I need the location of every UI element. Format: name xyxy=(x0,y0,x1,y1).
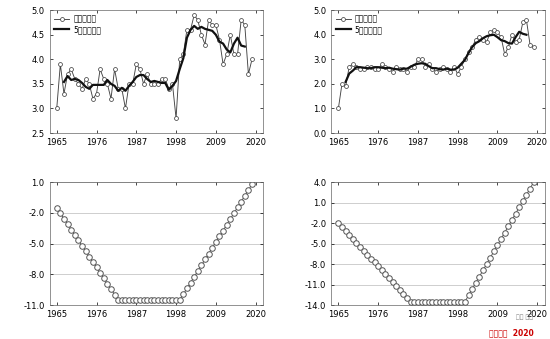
Text: 记者 温度: 记者 温度 xyxy=(516,315,534,320)
年平均气温 xyxy=(173,116,179,120)
Line: 5年滑动平均: 5年滑动平均 xyxy=(345,32,526,82)
年平均气温 xyxy=(527,43,534,47)
5年滑动平均 xyxy=(371,65,378,69)
年平均气温 xyxy=(101,77,107,81)
5年滑动平均 xyxy=(75,78,82,82)
年平均气温 xyxy=(509,33,515,37)
年平均气温 xyxy=(90,97,96,101)
Legend: 年平均气温, 5年滑动平均: 年平均气温, 5年滑动平均 xyxy=(335,14,383,35)
5年滑动平均 xyxy=(227,51,234,55)
5年滑动平均 xyxy=(90,83,96,87)
年平均气温 xyxy=(245,72,252,76)
年平均气温 xyxy=(382,65,389,69)
年平均气温 xyxy=(75,82,82,86)
5年滑动平均 xyxy=(408,65,414,69)
5年滑动平均 xyxy=(509,42,515,46)
年平均气温 xyxy=(234,53,241,57)
5年滑动平均 xyxy=(101,83,107,87)
Line: 年平均气温: 年平均气温 xyxy=(55,13,254,120)
5年滑动平均 xyxy=(382,66,389,70)
Line: 年平均气温: 年平均气温 xyxy=(337,18,536,111)
年平均气温 xyxy=(126,82,133,86)
年平均气温 xyxy=(191,13,197,17)
5年滑动平均 xyxy=(126,84,133,88)
年平均气温 xyxy=(408,65,414,69)
Legend: 年平均气温, 5年滑动平均: 年平均气温, 5年滑动平均 xyxy=(53,14,102,35)
年平均气温 xyxy=(249,57,255,61)
年平均气温 xyxy=(335,106,342,111)
5年滑动平均 xyxy=(357,65,364,69)
Text: 红星新闻  2020: 红星新闻 2020 xyxy=(489,328,534,337)
年平均气温 xyxy=(357,67,364,71)
Line: 5年滑动平均: 5年滑动平均 xyxy=(64,26,245,91)
年平均气温 xyxy=(371,67,378,71)
年平均气温 xyxy=(530,45,537,49)
年平均气温 xyxy=(523,18,530,22)
年平均气温 xyxy=(53,106,60,111)
